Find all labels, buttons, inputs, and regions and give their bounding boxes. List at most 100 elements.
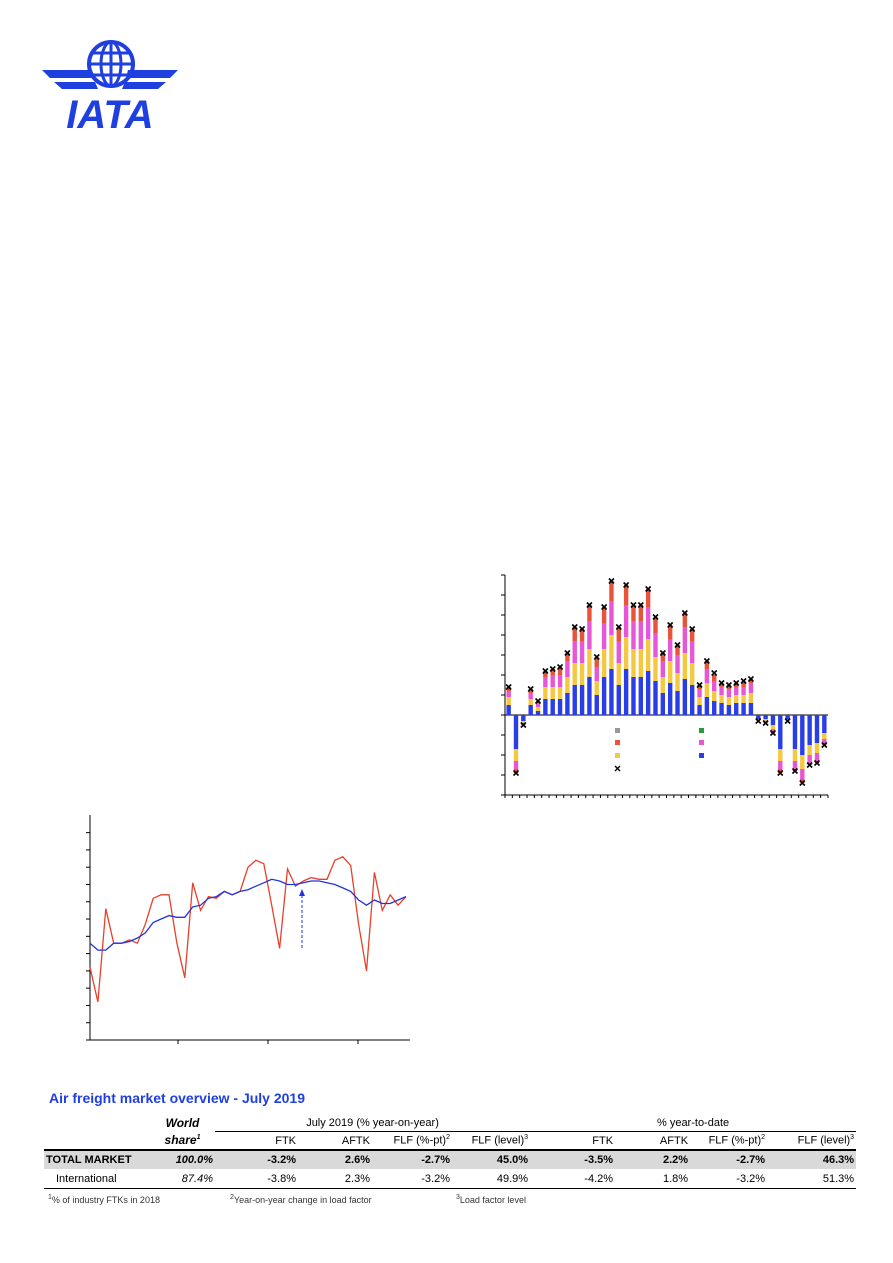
bar-segment (697, 685, 702, 689)
bar-segment (653, 681, 658, 715)
bar-segment (667, 661, 673, 683)
total-marker (601, 603, 608, 611)
cell: -3.5% (530, 1150, 616, 1169)
total-marker (586, 601, 593, 609)
cell: 2.6% (298, 1150, 372, 1169)
bar-segment (557, 687, 563, 699)
superscript: 3 (850, 1134, 855, 1142)
bar-segment (734, 703, 739, 715)
bar-segment (756, 715, 761, 719)
column-header-row: share1 FTK AFTK FLF (%-pt)2 FLF (level)3 FTK A… (44, 1131, 857, 1151)
bar-segment (535, 703, 541, 707)
legend-marker (615, 740, 620, 745)
total-marker (579, 625, 586, 633)
bar-segment (609, 601, 614, 635)
bar-segment (800, 769, 805, 779)
superscript: 1 (196, 1134, 201, 1142)
line-series (89, 878, 407, 951)
bar-segment (557, 675, 563, 687)
bar-segment (792, 749, 798, 761)
bar-segment (631, 621, 636, 649)
total-marker (630, 601, 637, 609)
bar-segment (763, 715, 768, 719)
header-text: FLF (level) (797, 1134, 851, 1147)
bar-segment (748, 703, 754, 715)
bar-segment (631, 677, 636, 715)
bar-segment (712, 675, 717, 681)
cell (44, 1115, 150, 1132)
bar-segment (550, 669, 555, 675)
bar-segment (689, 685, 695, 715)
bar-segment (748, 693, 754, 703)
cell: -2.7% (372, 1150, 452, 1169)
total-marker (593, 653, 600, 661)
legend-marker (699, 728, 704, 733)
bar-segment (521, 715, 526, 721)
bar-segment (675, 645, 680, 655)
total-marker (703, 657, 710, 665)
bar-segment (528, 699, 533, 705)
bar-segment (543, 699, 548, 715)
cell: 2.2% (615, 1150, 691, 1169)
total-marker (674, 641, 681, 649)
legend-marker (699, 753, 704, 758)
total-marker (821, 741, 828, 749)
superscript: 2 (230, 1194, 234, 1201)
total-marker (681, 609, 688, 617)
bar-segment (778, 761, 783, 769)
bar-segment (623, 605, 629, 637)
bar-segment (506, 691, 511, 697)
superscript: 2 (761, 1134, 766, 1142)
total-marker (556, 663, 564, 671)
bar-segment (557, 699, 563, 715)
bar-segment (513, 715, 519, 749)
bar-segment (741, 687, 746, 695)
header-text: share (164, 1133, 197, 1148)
bar-segment (792, 715, 798, 749)
bar-segment (543, 671, 548, 677)
header-text: AFTK (659, 1134, 689, 1147)
bar-segment (682, 679, 688, 715)
bar-segment (704, 661, 710, 669)
bar-segment (594, 695, 599, 715)
cell: -2.7% (690, 1150, 768, 1169)
bar-segment (528, 705, 533, 715)
cell: 46.3% (767, 1150, 857, 1169)
superscript: 2 (446, 1134, 450, 1142)
total-marker (505, 683, 512, 691)
bar-segment (587, 605, 592, 621)
bar-segment (660, 677, 666, 693)
total-marker (652, 613, 659, 621)
total-marker (747, 675, 754, 683)
total-marker (549, 665, 556, 673)
superscript: 1 (48, 1194, 52, 1201)
bar-segment (579, 685, 585, 715)
bar-segment (675, 673, 680, 691)
bar-segment (565, 661, 570, 677)
bar-segment (689, 641, 695, 663)
bar-segment (770, 729, 776, 731)
logo-text: IATA (66, 93, 153, 137)
bar-segment (579, 641, 585, 663)
bar-segment (572, 685, 577, 715)
bar-segment (704, 669, 710, 683)
bar-segment (528, 689, 533, 693)
bar-segment (513, 761, 519, 769)
cell (44, 1131, 150, 1151)
bar-segment (543, 687, 548, 699)
total-marker (755, 717, 762, 725)
header-text: AFTK (341, 1134, 370, 1147)
bar-segment (689, 629, 695, 641)
bar-segment (653, 657, 658, 681)
bar-segment (712, 691, 717, 701)
bar-segment (645, 671, 651, 715)
bar-segment (645, 639, 651, 671)
bar-segment (623, 637, 629, 669)
logo: IATA (42, 40, 178, 137)
bar-segment (631, 605, 636, 621)
bar-segment (616, 627, 621, 641)
bar-segment (543, 677, 548, 687)
bar-segment (704, 697, 710, 715)
cell: 1.8% (615, 1169, 691, 1189)
